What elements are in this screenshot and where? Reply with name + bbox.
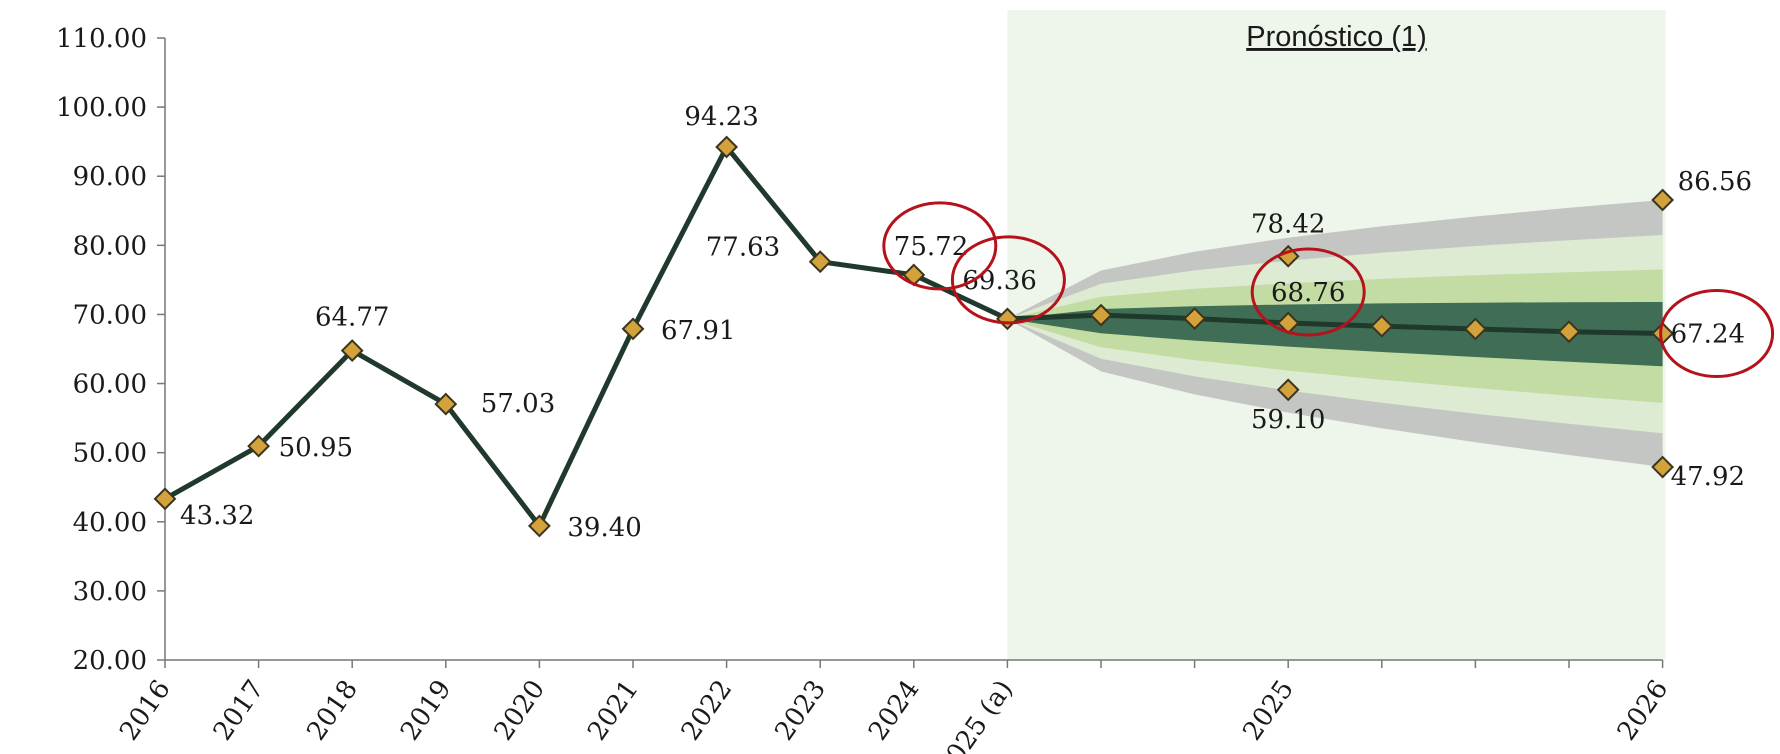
forecast-bound-point: [1276, 378, 1300, 402]
highlight-circle: [882, 201, 998, 291]
highlight-circle: [950, 235, 1066, 325]
data-point: [715, 135, 739, 159]
data-label: 67.24: [1671, 320, 1745, 350]
y-tick-label: 80.00: [73, 231, 147, 261]
data-label: 94.23: [684, 102, 758, 132]
y-tick-label: 70.00: [73, 300, 147, 330]
data-label: 67.91: [661, 316, 735, 346]
x-tick-label: 2023: [769, 675, 832, 746]
data-label: 75.72: [894, 232, 968, 262]
data-label: 78.42: [1251, 209, 1325, 239]
data-point: [153, 487, 177, 511]
y-tick-label: 90.00: [73, 162, 147, 192]
data-point: [1557, 320, 1581, 344]
data-label: 68.76: [1271, 278, 1345, 308]
y-tick-label: 40.00: [73, 508, 147, 538]
data-label: 59.10: [1251, 405, 1325, 435]
data-label: 77.63: [706, 233, 780, 263]
data-label: 47.92: [1671, 462, 1745, 492]
x-tick-label: 2021: [582, 675, 645, 746]
data-label: 43.32: [180, 501, 254, 531]
highlight-circle: [1659, 289, 1775, 379]
y-tick-label: 100.00: [56, 93, 147, 123]
data-point: [434, 392, 458, 416]
forecast-fan: [1007, 200, 1663, 467]
x-tick-label: 2025: [1237, 675, 1300, 746]
data-point: [527, 514, 551, 538]
data-label: 64.77: [315, 303, 389, 333]
data-point: [1183, 307, 1207, 331]
y-tick-label: 30.00: [73, 577, 147, 607]
data-point: [247, 434, 271, 458]
y-tick-label: 110.00: [56, 24, 147, 54]
data-label: 57.03: [481, 389, 555, 419]
y-tick-label: 20.00: [73, 646, 147, 676]
x-tick-label: 2025 (a): [931, 675, 1019, 754]
x-tick-label: 2018: [301, 675, 364, 746]
y-tick-label: 60.00: [73, 370, 147, 400]
x-tick-label: 2026: [1612, 675, 1675, 746]
data-point: [1370, 314, 1394, 338]
forecast-title: Pronóstico (1): [1246, 21, 1427, 53]
data-point: [1463, 317, 1487, 341]
y-tick-label: 50.00: [73, 439, 147, 469]
x-tick-label: 2020: [489, 675, 552, 746]
data-label: 50.95: [279, 433, 353, 463]
data-labels: 43.32 50.95 64.77 57.03 39.40 67.91 94.23 77.63…: [180, 102, 1752, 543]
x-tick-label: 2016: [114, 675, 177, 746]
data-label: 39.40: [567, 513, 641, 543]
data-point: [621, 317, 645, 341]
data-point: [340, 339, 364, 363]
data-point: [1089, 303, 1113, 327]
forecast-bound-point: [1651, 188, 1675, 212]
x-axis-ticks: 2016 2017 2018 2019 2020 2021 2022 2023 2024 2025…: [114, 660, 1674, 754]
data-markers: [153, 135, 1675, 538]
data-point: [808, 250, 832, 274]
x-tick-label: 2022: [676, 675, 739, 746]
highlight-circles: [882, 201, 1775, 379]
x-tick-label: 2019: [395, 675, 458, 746]
x-tick-label: 2017: [208, 675, 271, 746]
forecast-bound-point: [1651, 455, 1675, 479]
highlight-circle: [1250, 247, 1366, 337]
y-axis-ticks: 110.00 100.00 90.00 80.00 70.00 60.00 50.00 40.…: [56, 24, 165, 676]
data-label: 86.56: [1678, 167, 1752, 197]
x-tick-label: 2024: [863, 675, 926, 746]
